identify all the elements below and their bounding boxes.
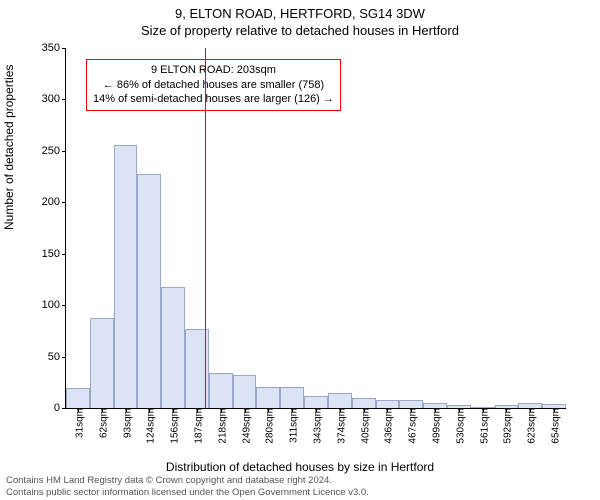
chart-container: { "chart": { "type": "histogram", "title… (0, 0, 600, 500)
xtick-label: 311sqm (285, 408, 300, 443)
xtick-label: 124sqm (142, 408, 157, 444)
info-line-3: 14% of semi-detached houses are larger (… (93, 92, 334, 107)
y-axis-label: Number of detached properties (2, 65, 16, 230)
histogram-bar (328, 393, 352, 408)
info-line-1: 9 ELTON ROAD: 203sqm (93, 63, 334, 78)
ytick-label: 350 (42, 42, 66, 54)
histogram-bar (137, 174, 161, 409)
histogram-bar (233, 375, 257, 408)
xtick-label: 31sqm (70, 408, 85, 438)
xtick-label: 561sqm (475, 408, 490, 444)
histogram-bar (66, 388, 90, 408)
xtick-label: 187sqm (189, 408, 204, 444)
histogram-bar (304, 396, 328, 408)
xtick-label: 156sqm (166, 408, 181, 444)
ytick-label: 100 (42, 299, 66, 311)
histogram-bar (399, 400, 423, 408)
ytick-label: 0 (54, 402, 66, 414)
histogram-bar (90, 318, 114, 409)
xtick-label: 436sqm (380, 408, 395, 444)
xtick-label: 62sqm (94, 408, 109, 438)
info-line-2: ← 86% of detached houses are smaller (75… (93, 78, 334, 93)
histogram-bar (256, 387, 280, 408)
xtick-label: 530sqm (451, 408, 466, 444)
xtick-label: 343sqm (309, 408, 324, 444)
xtick-label: 218sqm (213, 408, 228, 444)
ytick-label: 50 (48, 351, 66, 363)
xtick-label: 467sqm (404, 408, 419, 444)
xtick-label: 374sqm (332, 408, 347, 444)
xtick-label: 405sqm (356, 408, 371, 444)
xtick-label: 249sqm (237, 408, 252, 444)
chart-title-sub: Size of property relative to detached ho… (0, 21, 600, 38)
x-axis-label: Distribution of detached houses by size … (0, 460, 600, 474)
xtick-label: 623sqm (523, 408, 538, 444)
histogram-bar (161, 287, 185, 408)
xtick-label: 499sqm (428, 408, 443, 444)
chart-title-main: 9, ELTON ROAD, HERTFORD, SG14 3DW (0, 0, 600, 21)
copyright-line-1: Contains HM Land Registry data © Crown c… (6, 475, 369, 486)
histogram-bar (114, 145, 138, 408)
ytick-label: 200 (42, 196, 66, 208)
histogram-bar (280, 387, 304, 408)
xtick-label: 654sqm (547, 408, 562, 444)
ytick-label: 250 (42, 145, 66, 157)
xtick-label: 280sqm (261, 408, 276, 444)
plot-area: 05010015020025030035031sqm62sqm93sqm124s… (65, 48, 566, 409)
ytick-label: 300 (42, 93, 66, 105)
histogram-bar (352, 398, 376, 408)
copyright-line-2: Contains public sector information licen… (6, 487, 369, 498)
copyright-text: Contains HM Land Registry data © Crown c… (6, 475, 369, 498)
xtick-label: 93sqm (118, 408, 133, 438)
info-box: 9 ELTON ROAD: 203sqm ← 86% of detached h… (86, 59, 341, 112)
xtick-label: 592sqm (499, 408, 514, 444)
histogram-bar (376, 400, 400, 408)
histogram-bar (209, 373, 233, 408)
ytick-label: 150 (42, 248, 66, 260)
